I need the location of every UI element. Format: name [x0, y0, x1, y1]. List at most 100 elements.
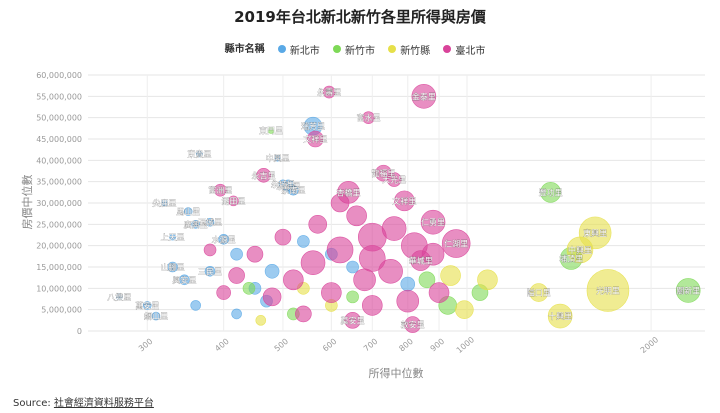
x-tick-label: 300 [137, 337, 154, 354]
bubble [167, 261, 178, 273]
bubble [477, 269, 498, 291]
legend-dot [388, 45, 397, 53]
bubble [204, 265, 216, 277]
bubble [183, 207, 193, 216]
bubble-label: 埔頂里 [559, 253, 583, 263]
bubble [326, 236, 354, 264]
bubble [455, 300, 474, 319]
bubble-label: 銅山里 [144, 311, 168, 321]
bubble-label: 廣興里 [184, 219, 208, 229]
legend-item-taipei[interactable]: 臺北市 [443, 42, 485, 57]
bubble-label: 光明里 [596, 285, 620, 295]
bubble-label: 十興里 [548, 311, 572, 321]
bubble [179, 274, 190, 286]
bubble-label: 中興里 [266, 153, 290, 163]
bubble [228, 267, 245, 284]
y-tick-label: 10,000,000 [36, 284, 82, 293]
bubble-label: 興安里 [172, 275, 196, 285]
bubble [203, 243, 217, 257]
bubble [297, 235, 310, 248]
bubble [396, 289, 420, 313]
x-axis-ticks: 300 400 500 600 700 800 900 1000 2000 [137, 335, 660, 355]
y-tick-label: 40,000,000 [36, 156, 82, 165]
source-link[interactable]: 社會經濟資料服務平台 [53, 398, 154, 409]
legend-label: 新北市 [289, 45, 320, 57]
bubble [169, 233, 176, 241]
bubble-label: 仁湖里 [444, 239, 468, 249]
y-tick-label: 20,000,000 [36, 242, 82, 251]
bubble [344, 312, 361, 329]
bubble-label: 永壽里 [317, 87, 341, 97]
legend-item-hsinchu-city[interactable]: 新竹市 [333, 42, 375, 57]
y-tick-label: 45,000,000 [36, 135, 82, 144]
bubble-label: 豐功里 [539, 187, 563, 197]
bubble [256, 167, 271, 183]
legend-item-new-taipei[interactable]: 新北市 [277, 42, 320, 57]
bubble-label: 東興里 [583, 228, 607, 238]
bubble [346, 260, 359, 274]
x-axis-label: 所得中位數 [369, 366, 424, 380]
legend-item-hsinchu-county[interactable]: 新竹縣 [388, 42, 430, 57]
legend-label: 新竹縣 [400, 45, 431, 57]
bubble [228, 195, 239, 207]
legend-dot [333, 45, 341, 53]
bubble [330, 193, 350, 213]
bubble [295, 305, 312, 323]
bubble [418, 271, 436, 289]
bubble-label: 三民里 [198, 267, 222, 276]
bubble [586, 269, 630, 312]
source-note: Source: 社會經濟資料服務平台 [13, 394, 154, 409]
bubble [300, 250, 326, 276]
bubble [231, 308, 242, 320]
bubble [378, 258, 403, 284]
bubble-label: 尖鹿里 [152, 198, 176, 208]
y-tick-label: 5,000,000 [41, 306, 82, 315]
bubble-label: 龍福里 [371, 168, 395, 178]
bubble-label: 華城里 [409, 256, 433, 266]
bubble [151, 311, 161, 321]
bubble-label: 永吉里 [252, 170, 276, 180]
y-tick-label: 30,000,000 [36, 199, 82, 208]
legend-title: 縣市名稱 [224, 44, 265, 55]
bubble [264, 263, 280, 279]
bubble [566, 236, 594, 264]
bubble [218, 233, 229, 245]
y-tick-label: 50,000,000 [36, 114, 82, 123]
legend-dot [277, 45, 286, 53]
bubble [358, 245, 386, 272]
legend-dot [443, 45, 452, 53]
bubble [142, 301, 152, 310]
bubble [362, 111, 375, 124]
bubble [381, 216, 407, 241]
bubble [205, 217, 215, 227]
bubble-label: 山腳里 [161, 262, 185, 272]
bubble [440, 265, 461, 286]
bubble [278, 179, 288, 189]
bubble [308, 215, 328, 234]
bubble-label: 水源里 [212, 234, 236, 244]
bubble-label: 永城里 [271, 179, 295, 189]
bubble-label: 敦安里 [401, 320, 425, 330]
x-tick-label: 2000 [639, 335, 660, 355]
y-axis-label: 房價中位數 [20, 175, 34, 230]
bubble-label: 東貴里 [187, 149, 211, 159]
bubble-label: 萬安里 [135, 300, 159, 310]
bubble [547, 303, 573, 329]
bubble [386, 172, 402, 187]
bubble [361, 295, 383, 316]
bubble [394, 190, 415, 212]
bubble [346, 290, 359, 304]
bubble-label: 關新里 [676, 285, 700, 295]
bubble [267, 127, 275, 134]
bubble [283, 269, 304, 291]
bubble-label: 崇南里 [281, 185, 305, 195]
bubble-label: 杏橋里 [336, 187, 360, 197]
y-tick-label: 35,000,000 [36, 178, 82, 187]
bubble [190, 300, 201, 311]
y-tick-label: 55,000,000 [36, 92, 82, 101]
bubble [214, 183, 227, 197]
bubble-label: 馬山里 [176, 207, 200, 217]
bubble [540, 182, 561, 203]
y-tick-label: 15,000,000 [36, 263, 82, 272]
